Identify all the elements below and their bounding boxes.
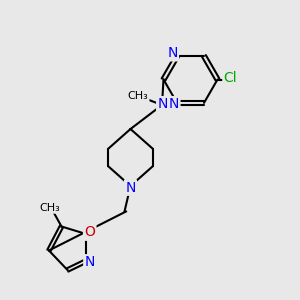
Text: N: N (85, 256, 95, 269)
Text: N: N (125, 181, 136, 194)
Text: CH₃: CH₃ (128, 91, 148, 101)
Text: N: N (169, 98, 179, 111)
Text: N: N (167, 46, 178, 60)
Text: N: N (158, 98, 168, 111)
Text: O: O (84, 226, 95, 239)
Text: CH₃: CH₃ (39, 202, 60, 213)
Text: Cl: Cl (224, 71, 237, 85)
